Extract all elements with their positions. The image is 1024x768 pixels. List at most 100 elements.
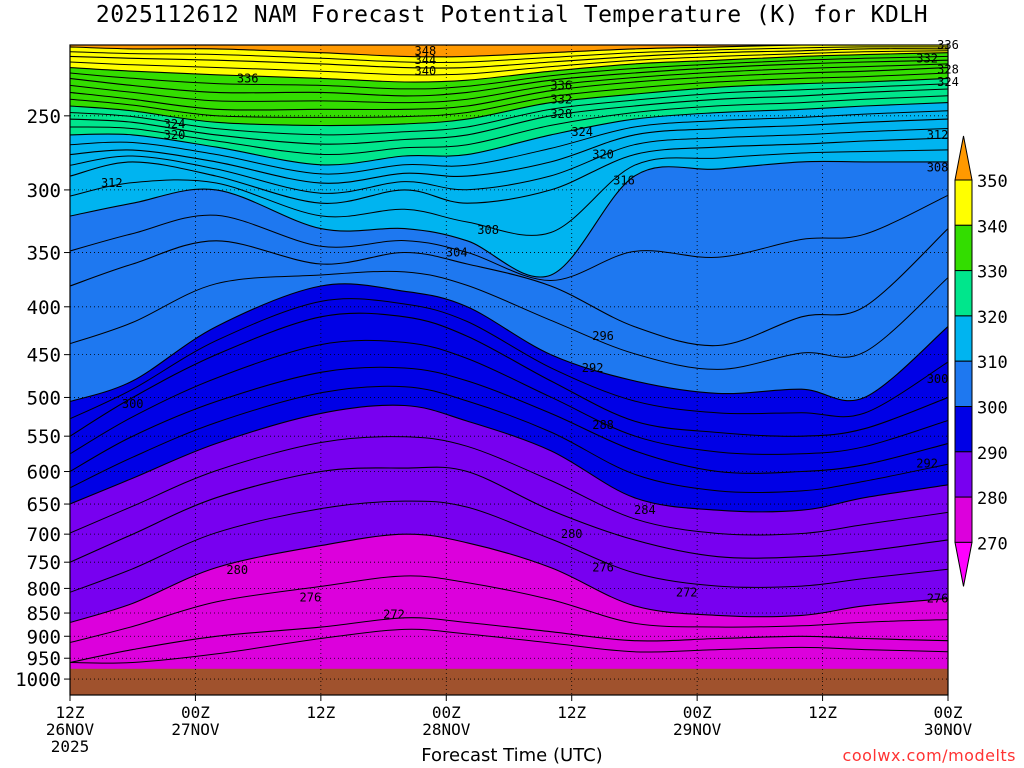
contour-label-280: 280	[561, 527, 583, 541]
y-tick-label-700: 700	[27, 524, 61, 546]
colorbar-bin-320	[954, 270, 973, 317]
isotherm-278	[70, 575, 948, 643]
colorbar-label-280: 280	[977, 489, 1008, 509]
contour-label-320: 320	[164, 128, 186, 142]
contour-label-332: 332	[916, 51, 938, 65]
y-tick-label-300: 300	[27, 180, 61, 202]
isotherm-344	[70, 48, 948, 69]
contour-label-300: 300	[927, 372, 949, 386]
isotherm-346	[70, 46, 948, 64]
x-tick-label-12-1: 27NOV	[171, 720, 220, 739]
y-tick-label-350: 350	[27, 243, 61, 265]
contour-label-304: 304	[446, 246, 468, 260]
y-tick-label-1000: 1000	[15, 669, 61, 691]
isotherm-272	[70, 628, 948, 664]
y-tick-label-500: 500	[27, 387, 61, 409]
contour-label-348: 348	[415, 44, 437, 58]
colorbar-bin-280	[954, 451, 973, 498]
isotherm-288	[70, 404, 948, 513]
x-tick-label-84-0: 00Z	[934, 703, 963, 722]
isotherm-342	[70, 50, 948, 76]
contour-label-300: 300	[122, 397, 144, 411]
isotherm-324	[70, 88, 948, 145]
x-tick-label-0-0: 12Z	[56, 703, 85, 722]
colorbar-label-350: 350	[977, 172, 1008, 192]
contour-label-340: 340	[415, 64, 437, 78]
x-tick-label-72-0: 12Z	[808, 703, 837, 722]
isotherm-326	[70, 83, 948, 136]
contour-label-292: 292	[582, 361, 604, 375]
isotherm-306	[70, 194, 948, 282]
isotherm-298	[70, 298, 948, 420]
isotherm-296	[70, 312, 948, 437]
contour-label-344: 344	[415, 53, 437, 67]
contour-label-336: 336	[550, 78, 572, 92]
y-tick-label-850: 850	[27, 603, 61, 625]
isotherm-308	[70, 160, 948, 278]
contour-label-328: 328	[550, 107, 572, 121]
colorbar-label-300: 300	[977, 399, 1008, 419]
x-tick-label-48-0: 12Z	[557, 703, 586, 722]
grid-lines	[70, 45, 948, 695]
contour-label-332: 332	[550, 92, 572, 106]
contour-label-324: 324	[571, 125, 593, 139]
isotherm-348	[70, 45, 948, 58]
colorbar-bin-300	[954, 360, 973, 408]
isotherm-280	[70, 533, 948, 624]
isotherm-312	[70, 137, 948, 204]
colorbar-bin-270	[954, 496, 973, 543]
colorbar-label-290: 290	[977, 444, 1008, 464]
y-tick-label-650: 650	[27, 494, 61, 516]
chart-title: 2025112612 NAM Forecast Potential Temper…	[95, 2, 929, 28]
isotherm-304	[70, 228, 948, 347]
isotherm-282	[70, 500, 948, 593]
contour-label-312: 312	[101, 176, 123, 190]
colorbar-under-triangle	[954, 541, 973, 587]
y-tick-label-750: 750	[27, 552, 61, 574]
isotherm-302	[70, 270, 948, 370]
isotherm-334	[70, 63, 948, 104]
isotherm-320	[70, 102, 948, 166]
y-axis: 2503003504004505005506006507007508008509…	[15, 106, 70, 691]
colorbar-label-330: 330	[977, 263, 1008, 283]
y-tick-label-250: 250	[27, 106, 61, 128]
contour-label-308: 308	[477, 223, 499, 237]
colorbar: 350 340 330 320 310 300 290 280 270	[954, 135, 1008, 587]
contour-label-276: 276	[927, 591, 949, 605]
colorbar-label-270: 270	[977, 534, 1008, 554]
isotherm-314	[70, 128, 948, 194]
isotherm-322	[70, 95, 948, 156]
contour-label-336: 336	[237, 71, 259, 85]
x-axis-title: Forecast Time (UTC)	[421, 745, 603, 766]
isotherm-336	[70, 59, 948, 97]
contour-labels: 3483443403363363323283243203163083042962…	[101, 38, 959, 621]
isotherm-330	[70, 72, 948, 118]
isotherm-340	[70, 52, 948, 83]
colorbar-bin-290	[954, 406, 973, 453]
contour-label-288: 288	[592, 418, 614, 432]
contour-label-284: 284	[634, 503, 656, 517]
contour-label-296: 296	[592, 329, 614, 343]
isotherm-290	[70, 385, 948, 494]
plot-border	[69, 44, 949, 696]
contour-label-320: 320	[592, 148, 614, 162]
isotherm-332	[70, 67, 948, 111]
x-tick-label-36-1: 28NOV	[422, 720, 471, 739]
plot-frame	[69, 44, 949, 696]
colorbar-label-340: 340	[977, 217, 1008, 237]
y-tick-label-600: 600	[27, 462, 61, 484]
contour-label-272: 272	[676, 585, 698, 599]
isotherm-328	[70, 77, 948, 127]
isotherm-284	[70, 466, 948, 563]
contour-label-292: 292	[916, 456, 938, 470]
ground-fill	[70, 668, 948, 695]
contour-label-312: 312	[927, 128, 949, 142]
colorbar-label-310: 310	[977, 353, 1008, 373]
isotherm-316	[70, 118, 948, 184]
contour-label-316: 316	[613, 173, 635, 187]
isotherm-276	[70, 617, 948, 664]
isotherm-318	[70, 110, 948, 175]
y-tick-label-950: 950	[27, 648, 61, 670]
contour-label-308: 308	[927, 161, 949, 175]
